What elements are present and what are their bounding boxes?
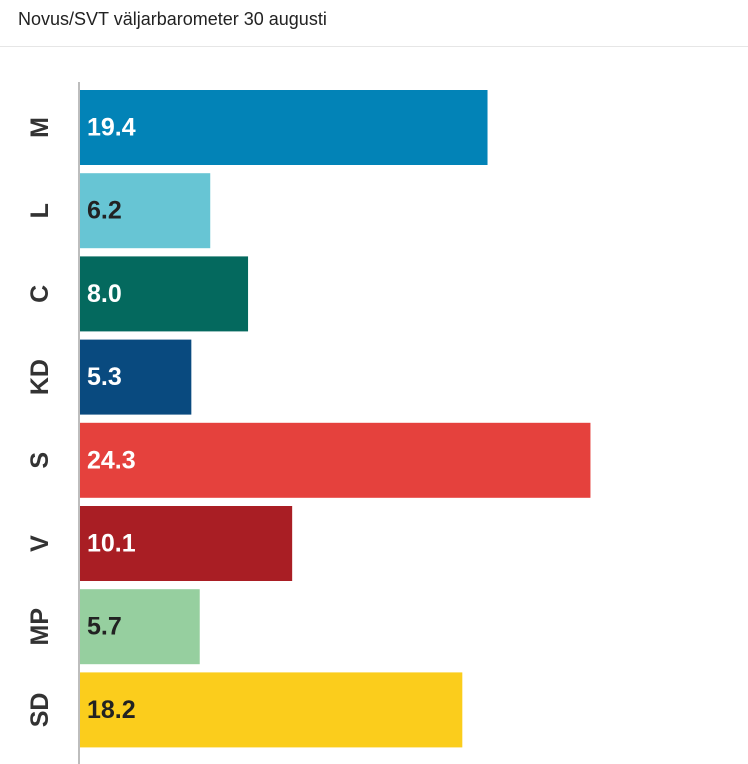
bar-value-label-sd: 18.2 [87, 696, 136, 724]
category-label-s: S [26, 452, 54, 469]
bar-l [80, 173, 211, 249]
category-label-sd: SD [26, 693, 54, 728]
bar-value-label-c: 8.0 [87, 280, 122, 308]
category-label-l: L [26, 203, 54, 218]
bar-value-label-m: 19.4 [87, 114, 136, 142]
bar-mp [80, 589, 200, 665]
bar-m [80, 90, 488, 165]
category-label-c: C [26, 285, 54, 303]
bar-c [80, 256, 249, 332]
bar-chart: 19.4 M 6.2 L 8.0 C 5.3 KD 24.3 S 10.1 V 5.7 MP 18.2 SD [26, 82, 591, 764]
category-label-m: M [26, 117, 54, 138]
chart-title: Novus/SVT väljarbarometer 30 augusti [18, 9, 327, 29]
bar-value-label-v: 10.1 [87, 530, 136, 558]
bar-value-label-mp: 5.7 [87, 613, 122, 641]
category-label-kd: KD [26, 359, 54, 395]
bar-value-label-s: 24.3 [87, 446, 136, 474]
bar-value-label-l: 6.2 [87, 197, 122, 225]
bar-sd [80, 672, 463, 748]
category-label-mp: MP [26, 608, 54, 646]
bar-value-label-kd: 5.3 [87, 363, 122, 391]
chart-header: Novus/SVT väljarbarometer 30 augusti [0, 0, 748, 47]
bar-kd [80, 339, 192, 415]
bar-s [80, 422, 591, 498]
bar-v [80, 506, 293, 581]
category-label-v: V [26, 535, 54, 552]
